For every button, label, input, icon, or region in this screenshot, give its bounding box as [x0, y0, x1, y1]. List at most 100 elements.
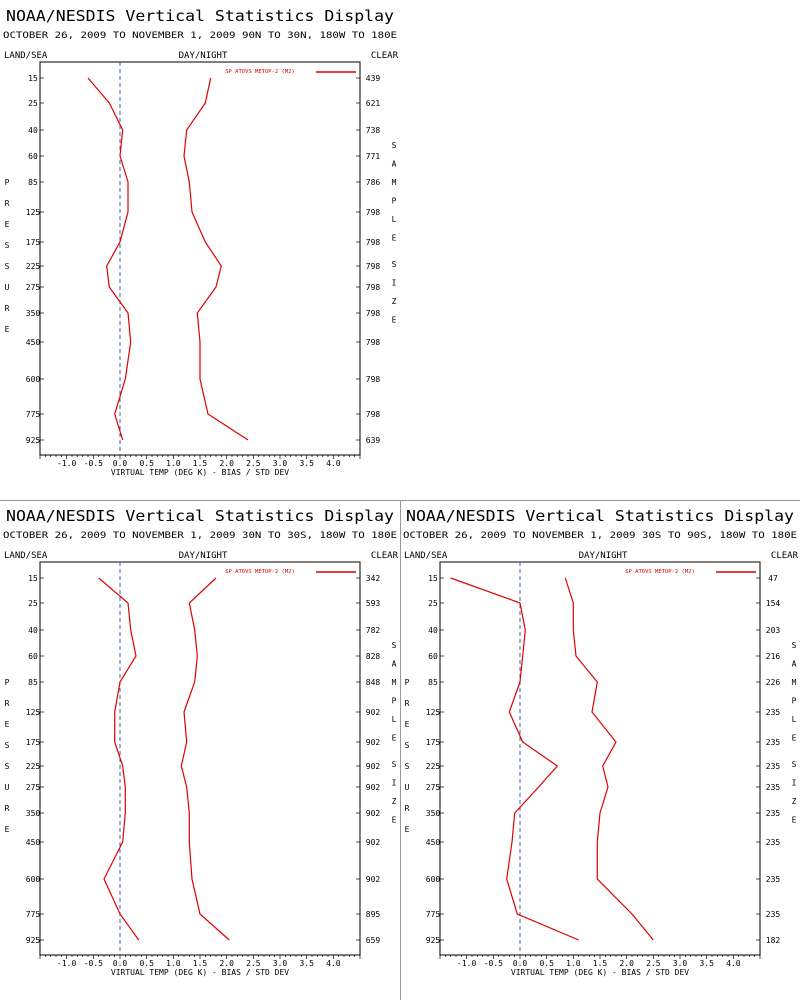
sample-size-axis-letter: Z: [392, 797, 397, 806]
pressure-level-label: 175: [26, 738, 41, 747]
legend-label: SP ATOVS METOP-2 (M2): [625, 569, 695, 575]
sample-size-axis-letter: E: [792, 734, 797, 743]
pressure-level-label: 925: [426, 936, 441, 945]
std-dev-series-line: [564, 577, 654, 941]
pressure-level-label: 175: [26, 238, 41, 247]
x-tick-label: 0.0: [113, 459, 128, 468]
x-tick-label: -1.0: [57, 959, 76, 968]
x-tick-label: 0.5: [539, 959, 554, 968]
x-tick-label: 4.0: [326, 959, 341, 968]
pressure-axis-letter: U: [5, 783, 10, 792]
pressure-level-label: 40: [28, 626, 38, 635]
pressure-level-label: 125: [26, 208, 41, 217]
pressure-axis-letter: R: [5, 304, 10, 313]
pressure-level-label: 225: [426, 762, 441, 771]
sample-size-axis-letter: S: [392, 141, 397, 150]
sample-size-label: 342: [366, 574, 381, 583]
sample-size-axis-letter: M: [392, 678, 397, 687]
pressure-level-label: 25: [428, 599, 438, 608]
std-dev-series-line: [183, 77, 249, 441]
sample-size-axis-letter: P: [392, 697, 397, 706]
sample-size-label: 439: [366, 74, 381, 83]
chart-subtitle: OCTOBER 26, 2009 TO NOVEMBER 1, 2009 30S…: [403, 531, 797, 541]
pressure-level-label: 40: [428, 626, 438, 635]
pressure-axis-letter: R: [405, 699, 410, 708]
sample-size-label: 902: [366, 762, 381, 771]
sample-size-label: 771: [366, 152, 381, 161]
chart-svg-1: NOAA/NESDIS Vertical Statistics Display O…: [3, 7, 399, 477]
pressure-level-label: 450: [26, 838, 41, 847]
pressure-level-label: 350: [26, 309, 41, 318]
x-tick-label: 2.0: [619, 959, 634, 968]
x-tick-label: 1.0: [166, 959, 181, 968]
sample-size-axis-label: S AM PL E S IZ E: [392, 141, 397, 325]
pressure-axis-letter: S: [5, 241, 10, 250]
sample-size-axis-letter: I: [392, 279, 397, 288]
clear-label: CLEAR: [371, 551, 399, 561]
chart-panel-1: NOAA/NESDIS Vertical Statistics Display O…: [0, 0, 400, 500]
land-sea-label: LAND/SEA: [404, 551, 448, 561]
pressure-axis-letter: E: [405, 720, 410, 729]
sample-size-axis-letter: P: [392, 197, 397, 206]
sample-size-label: 902: [366, 809, 381, 818]
x-axis-label: VIRTUAL TEMP (DEG K) - BIAS / STD DEV: [111, 468, 289, 477]
pressure-level-label: 775: [26, 910, 41, 919]
pressure-level-label: 60: [28, 652, 38, 661]
chart-title: NOAA/NESDIS Vertical Statistics Display: [6, 7, 394, 25]
x-tick-label: 3.0: [273, 959, 288, 968]
x-tick-label: 0.0: [113, 959, 128, 968]
pressure-axis-letter: E: [5, 220, 10, 229]
sample-size-label: 203: [766, 626, 781, 635]
sample-size-label: 798: [366, 338, 381, 347]
chart-svg-2: NOAA/NESDIS Vertical Statistics Display O…: [3, 507, 399, 977]
chart-panel-empty: [400, 0, 800, 500]
sample-size-label: 798: [366, 283, 381, 292]
sample-size-label: 235: [766, 809, 781, 818]
day-night-label: DAY/NIGHT: [179, 51, 228, 61]
pressure-level-label: 40: [28, 126, 38, 135]
sample-size-label: 902: [366, 875, 381, 884]
pressure-axis-letter: E: [5, 325, 10, 334]
bias-series-line: [87, 77, 132, 441]
sample-size-axis-letter: P: [792, 697, 797, 706]
pressure-axis-label: P R E S S U R E: [5, 678, 10, 834]
plot-frame: [39, 561, 361, 956]
sample-size-label: 235: [766, 783, 781, 792]
sample-size-axis-letter: L: [392, 715, 397, 724]
sample-size-axis-letter: L: [792, 715, 797, 724]
pressure-level-label: 450: [26, 338, 41, 347]
sample-size-label: 798: [366, 208, 381, 217]
sample-size-axis-letter: Z: [392, 297, 397, 306]
x-tick-label: 1.5: [593, 959, 608, 968]
sample-size-label: 235: [766, 838, 781, 847]
sample-size-label: 593: [366, 599, 381, 608]
pressure-level-label: 15: [28, 574, 38, 583]
pressure-level-label: 350: [426, 809, 441, 818]
pressure-axis-letter: S: [405, 762, 410, 771]
pressure-level-label: 125: [426, 708, 441, 717]
sample-size-label: 902: [366, 708, 381, 717]
sample-size-label: 226: [766, 678, 781, 687]
sample-size-label: 235: [766, 708, 781, 717]
x-tick-label: 1.5: [193, 959, 208, 968]
plot-frame: [39, 61, 361, 456]
sample-size-axis-letter: E: [792, 816, 797, 825]
sample-size-axis-letter: A: [392, 660, 397, 669]
sample-size-label: 902: [366, 838, 381, 847]
chart-title: NOAA/NESDIS Vertical Statistics Display: [6, 507, 394, 525]
x-tick-label: 2.5: [646, 959, 661, 968]
pressure-axis-letter: S: [5, 762, 10, 771]
sample-size-label: 738: [366, 126, 381, 135]
pressure-level-label: 275: [426, 783, 441, 792]
pressure-level-label: 450: [426, 838, 441, 847]
sample-size-label: 659: [366, 936, 381, 945]
sample-size-label: 798: [366, 238, 381, 247]
sample-size-axis-letter: S: [392, 760, 397, 769]
sample-size-label: 902: [366, 783, 381, 792]
x-tick-label: 2.0: [219, 459, 234, 468]
sample-size-label: 798: [366, 262, 381, 271]
sample-size-label: 235: [766, 910, 781, 919]
sample-size-label: 47: [768, 574, 778, 583]
pressure-level-label: 25: [28, 599, 38, 608]
chart-subtitle: OCTOBER 26, 2009 TO NOVEMBER 1, 2009 30N…: [3, 531, 397, 541]
